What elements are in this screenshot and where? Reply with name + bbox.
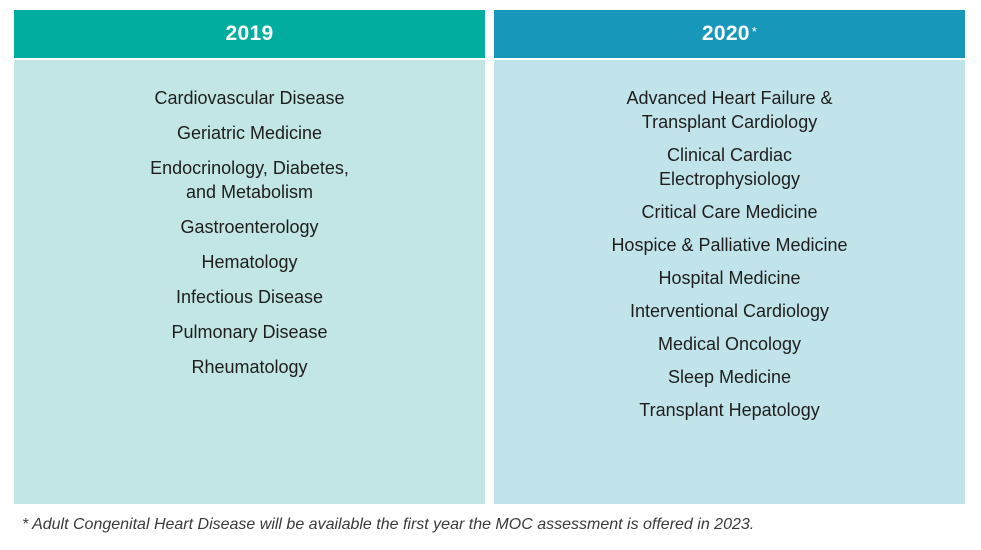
specialty-item: Hospital Medicine xyxy=(658,268,801,288)
specialty-item: Medical Oncology xyxy=(657,334,802,354)
column-2020: 2020 * Advanced Heart Failure & Transplan… xyxy=(494,10,965,504)
year-label: 2020 xyxy=(701,22,750,45)
footnote: * Adult Congenital Heart Disease will be… xyxy=(22,516,755,533)
column-body-2019: Cardiovascular Disease Geriatric Medicine… xyxy=(14,60,485,504)
specialty-item: Clinical Cardiac Electrophysiology xyxy=(658,145,801,189)
specialty-item: Transplant Hepatology xyxy=(639,400,820,420)
specialty-list-2019: Cardiovascular Disease Geriatric Medicine… xyxy=(14,86,485,379)
specialty-list-2020: Advanced Heart Failure & Transplant Card… xyxy=(494,86,965,422)
year-label: 2019 xyxy=(225,22,274,45)
specialty-item: Pulmonary Disease xyxy=(171,322,328,342)
specialty-item: Infectious Disease xyxy=(175,287,324,307)
specialty-item: Geriatric Medicine xyxy=(176,123,323,143)
column-header-2019: 2019 xyxy=(14,10,485,60)
specialty-item: Sleep Medicine xyxy=(667,367,792,387)
specialty-item: Endocrinology, Diabetes, and Metabolism xyxy=(150,158,349,202)
specialty-item: Hematology xyxy=(201,252,298,272)
column-body-2020: Advanced Heart Failure & Transplant Card… xyxy=(494,60,965,504)
specialty-item: Interventional Cardiology xyxy=(629,301,830,321)
specialty-item: Cardiovascular Disease xyxy=(154,88,345,108)
specialty-item: Advanced Heart Failure & Transplant Card… xyxy=(626,88,833,132)
column-header-2020: 2020 * xyxy=(494,10,965,60)
footnote-marker: * xyxy=(751,23,758,39)
column-2019: 2019 Cardiovascular Disease Geriatric Med… xyxy=(14,10,485,504)
specialty-item: Gastroenterology xyxy=(180,217,319,237)
specialty-item: Critical Care Medicine xyxy=(641,202,818,222)
specialty-item: Hospice & Palliative Medicine xyxy=(611,235,848,255)
specialty-item: Rheumatology xyxy=(191,357,308,377)
